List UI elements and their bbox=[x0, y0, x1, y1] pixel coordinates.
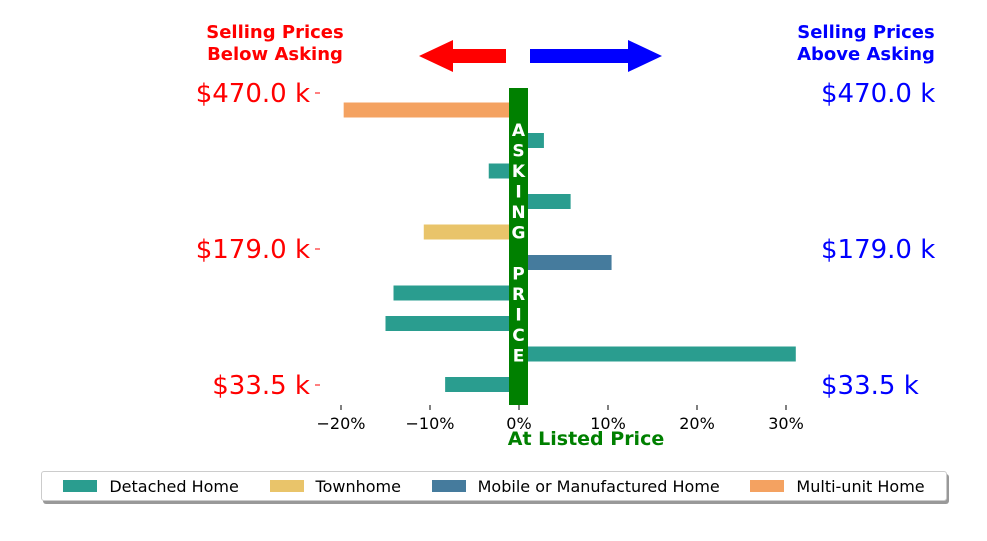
y-tick-label-right: $470.0 k bbox=[821, 79, 935, 109]
legend-swatch bbox=[750, 480, 785, 492]
x-tick-label: 10% bbox=[590, 414, 626, 433]
asking-price-bar bbox=[509, 88, 528, 405]
legend-item: Townhome bbox=[269, 476, 401, 496]
asking-letter: S bbox=[512, 142, 524, 162]
title-above-asking: Selling Prices Above Asking bbox=[797, 22, 935, 65]
bar bbox=[393, 285, 519, 301]
asking-letter: K bbox=[512, 162, 526, 182]
y-ticks-left: $470.0 k $179.0 k $33.5 k bbox=[196, 79, 320, 401]
bars-group bbox=[343, 102, 796, 392]
legend-swatch bbox=[63, 480, 98, 492]
title-below-asking: Selling Prices Below Asking bbox=[206, 22, 343, 65]
bar bbox=[423, 224, 519, 240]
asking-letter: R bbox=[512, 285, 525, 305]
x-tick-label: 0% bbox=[506, 414, 531, 433]
bar bbox=[385, 316, 519, 331]
y-tick-label-right: $179.0 k bbox=[821, 235, 935, 265]
x-axis-label: At Listed Price bbox=[508, 428, 664, 450]
y-tick-label-right: $33.5 k bbox=[821, 371, 919, 401]
asking-letter: I bbox=[515, 183, 521, 203]
bar bbox=[519, 346, 796, 362]
legend-label: Multi-unit Home bbox=[796, 476, 925, 496]
x-tick-label: 30% bbox=[768, 414, 804, 433]
y-ticks-right: $470.0 k $179.0 k $33.5 k bbox=[821, 79, 935, 401]
legend-label: Detached Home bbox=[109, 476, 239, 496]
asking-letter: G bbox=[512, 224, 526, 244]
x-tick-label: −20% bbox=[317, 414, 366, 433]
arrow-left-icon bbox=[419, 40, 506, 72]
legend-label: Townhome bbox=[315, 476, 401, 496]
legend-swatch bbox=[269, 480, 304, 492]
asking-letter: C bbox=[512, 326, 524, 346]
legend-item: Detached Home bbox=[63, 477, 239, 496]
legend-label: Mobile or Manufactured Home bbox=[477, 476, 720, 496]
asking-letter: E bbox=[513, 347, 525, 367]
arrow-right-icon bbox=[530, 40, 662, 72]
asking-letter: A bbox=[512, 121, 526, 141]
asking-letter: I bbox=[515, 306, 521, 326]
asking-letter: P bbox=[512, 265, 524, 285]
x-tick-label: 20% bbox=[679, 414, 715, 433]
y-tick-label-left: $179.0 k bbox=[196, 235, 310, 265]
y-tick-label-left: $470.0 k bbox=[196, 79, 310, 109]
legend-item: Mobile or Manufactured Home bbox=[431, 476, 720, 496]
asking-letter: N bbox=[511, 203, 525, 223]
bar bbox=[519, 194, 571, 209]
legend-swatch bbox=[431, 480, 466, 492]
legend: Detached Home Townhome Mobile or Manufactu… bbox=[41, 471, 947, 501]
bar bbox=[519, 255, 612, 270]
x-axis: −20% −10% 0% 10% 20% 30% bbox=[317, 405, 804, 433]
bar bbox=[445, 377, 519, 392]
legend-item: Multi-unit Home bbox=[750, 476, 925, 496]
bar bbox=[343, 102, 519, 118]
x-tick-label: −10% bbox=[406, 414, 455, 433]
y-tick-label-left: $33.5 k bbox=[212, 371, 310, 401]
